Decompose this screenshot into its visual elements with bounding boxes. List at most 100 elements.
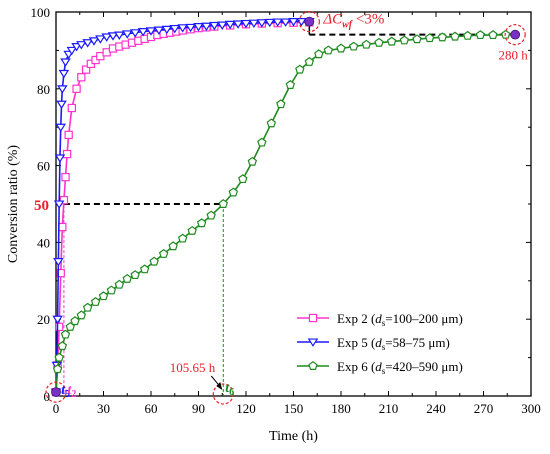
- exp-5-point: [66, 46, 78, 56]
- exp-5-point: [145, 27, 157, 36]
- exp-6-point: [76, 310, 87, 320]
- x-tick-label: 300: [521, 401, 541, 416]
- x-tick-label: 150: [284, 401, 304, 416]
- exp-5-point: [58, 69, 70, 79]
- exp-5-point: [60, 58, 71, 67]
- endpoint-marker: [510, 29, 521, 40]
- x-tick-label: 240: [426, 401, 446, 416]
- legend: Exp 2 (ds=100–200 μm) Exp 5 (ds=58–75 μm)…: [289, 303, 525, 387]
- exp-5-point: [56, 100, 67, 110]
- exp-6-point: [361, 39, 372, 49]
- y-axis-label: Conversion ratio (%): [6, 145, 21, 264]
- exp-6-point: [196, 218, 207, 228]
- exp-5-point: [129, 29, 141, 38]
- exp-5-point: [169, 24, 181, 34]
- exp-2-point: [64, 130, 73, 140]
- y50-label: 50: [34, 198, 49, 214]
- exp-5-point: [209, 21, 220, 31]
- exp-6-point: [285, 80, 296, 89]
- exp-5-point: [54, 154, 66, 163]
- exp-6-point: [399, 35, 410, 45]
- exp-5-point: [232, 20, 244, 29]
- exp-6-point: [54, 352, 64, 362]
- exp-2-point: [77, 73, 86, 82]
- exp-5-point: [224, 20, 236, 30]
- exp-5-series: [50, 18, 315, 398]
- exp-5-point: [161, 25, 173, 35]
- exp-6-point: [158, 248, 169, 258]
- legend-marker-exp-5: [307, 338, 319, 347]
- exp-6-point: [257, 137, 267, 147]
- exp-5-point: [82, 39, 93, 48]
- exp-6-point: [90, 296, 101, 306]
- exp-5-point: [57, 85, 68, 94]
- exp-5-point: [53, 258, 64, 267]
- exp-6-point: [139, 264, 150, 274]
- exp-5-point: [137, 28, 149, 37]
- endpoint-marker: [51, 387, 61, 398]
- legend-label-exp-5: Exp 5 (ds=58–75 μm): [337, 335, 450, 352]
- exp-6-point: [247, 156, 258, 166]
- x-tick-label: 180: [331, 401, 351, 416]
- exp-6-point: [374, 37, 384, 47]
- highlight-circle: [298, 11, 320, 33]
- exp-2-point: [61, 172, 70, 182]
- exp-6-point: [276, 99, 286, 109]
- exp-5-point: [107, 32, 119, 41]
- exp-5-point: [256, 19, 268, 28]
- t6-highlight-circle: [212, 383, 234, 405]
- legend-marker-exp-6: [308, 361, 318, 370]
- x-tick-label: 30: [97, 401, 110, 416]
- exp-6-point: [98, 291, 109, 301]
- exp-6-point: [57, 341, 68, 351]
- x-tick-label: 270: [474, 401, 494, 416]
- exp-5-point: [53, 200, 65, 209]
- x-tick-label: 0: [53, 401, 60, 416]
- exp-6-point: [386, 36, 397, 46]
- endpoint-marker: [304, 16, 315, 27]
- exp-5-point: [264, 18, 276, 28]
- exp-6-point: [450, 31, 460, 41]
- exp-6-point: [475, 30, 486, 40]
- exp-6-point: [348, 41, 359, 51]
- t6-label: t6: [225, 381, 234, 398]
- t2-label: t2: [68, 383, 77, 400]
- x-tick-label: 60: [145, 401, 158, 416]
- exp-6-point: [228, 187, 239, 197]
- exp-2-point: [81, 65, 91, 74]
- exp-2-point: [59, 195, 69, 205]
- x-tick-label: 90: [192, 401, 205, 416]
- x-tick-label: 210: [379, 401, 399, 416]
- exp-5-point: [201, 22, 212, 32]
- delta-label: ΔCwf <3%: [322, 12, 384, 31]
- exp-5-point: [177, 24, 188, 33]
- exp-5-point: [101, 33, 112, 42]
- exp-6-point: [206, 210, 216, 220]
- exp-6-point: [177, 233, 188, 243]
- highlight-circle: [45, 381, 67, 403]
- y-tick-label: 20: [37, 312, 50, 327]
- exp-6-point: [314, 49, 324, 59]
- exp-6-point: [412, 34, 422, 44]
- exp-5-point: [280, 18, 291, 27]
- exp-2-point: [54, 322, 64, 332]
- exp-5-point: [88, 37, 100, 46]
- exp-6-point: [218, 199, 228, 208]
- exp-6-point: [488, 30, 498, 40]
- exp-6-point: [323, 45, 334, 55]
- exp-5-point: [55, 123, 67, 133]
- exp-2-point: [67, 103, 77, 113]
- exp-5-point: [288, 18, 299, 27]
- exp-6-point: [424, 33, 435, 43]
- y-tick-label: 40: [37, 235, 50, 250]
- legend-marker-exp-2: [308, 313, 318, 323]
- exp-6-series: [51, 29, 520, 397]
- exp-6-point: [168, 241, 178, 251]
- legend-label-exp-6: Exp 6 (ds=420–590 μm): [337, 359, 463, 376]
- exp-2-series: [51, 18, 314, 397]
- exp-6-point: [266, 118, 277, 128]
- exp-5-point: [272, 18, 283, 27]
- time-arrowhead: [216, 382, 223, 390]
- t5-label: t5: [61, 383, 70, 400]
- exp-6-point: [304, 56, 315, 66]
